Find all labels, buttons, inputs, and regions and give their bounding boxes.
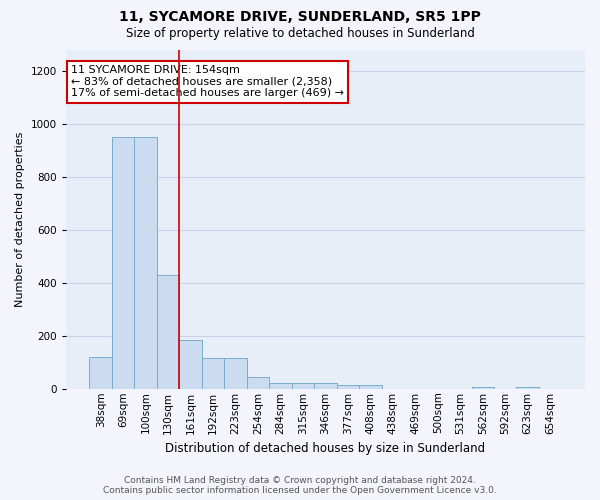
Bar (89, 357, 112, 389)
Bar (472, 386, 494, 389)
Text: 11, SYCAMORE DRIVE, SUNDERLAND, SR5 1PP: 11, SYCAMORE DRIVE, SUNDERLAND, SR5 1PP (119, 10, 481, 24)
Bar (517, 386, 539, 389)
Bar (269, 384, 292, 389)
Bar (247, 377, 269, 389)
Bar (292, 384, 314, 389)
Bar (134, 138, 157, 389)
Bar (112, 138, 134, 389)
Bar (179, 340, 202, 389)
X-axis label: Distribution of detached houses by size in Sunderland: Distribution of detached houses by size … (166, 442, 485, 455)
Bar (314, 384, 337, 389)
Bar (337, 385, 359, 389)
Text: Contains HM Land Registry data © Crown copyright and database right 2024.
Contai: Contains HM Land Registry data © Crown c… (103, 476, 497, 495)
Text: 11 SYCAMORE DRIVE: 154sqm
← 83% of detached houses are smaller (2,358)
17% of se: 11 SYCAMORE DRIVE: 154sqm ← 83% of detac… (71, 65, 344, 98)
Y-axis label: Number of detached properties: Number of detached properties (15, 132, 25, 307)
Bar (157, 275, 179, 389)
Bar (202, 358, 224, 389)
Bar (224, 358, 247, 389)
Bar (359, 385, 382, 389)
Text: Size of property relative to detached houses in Sunderland: Size of property relative to detached ho… (125, 28, 475, 40)
